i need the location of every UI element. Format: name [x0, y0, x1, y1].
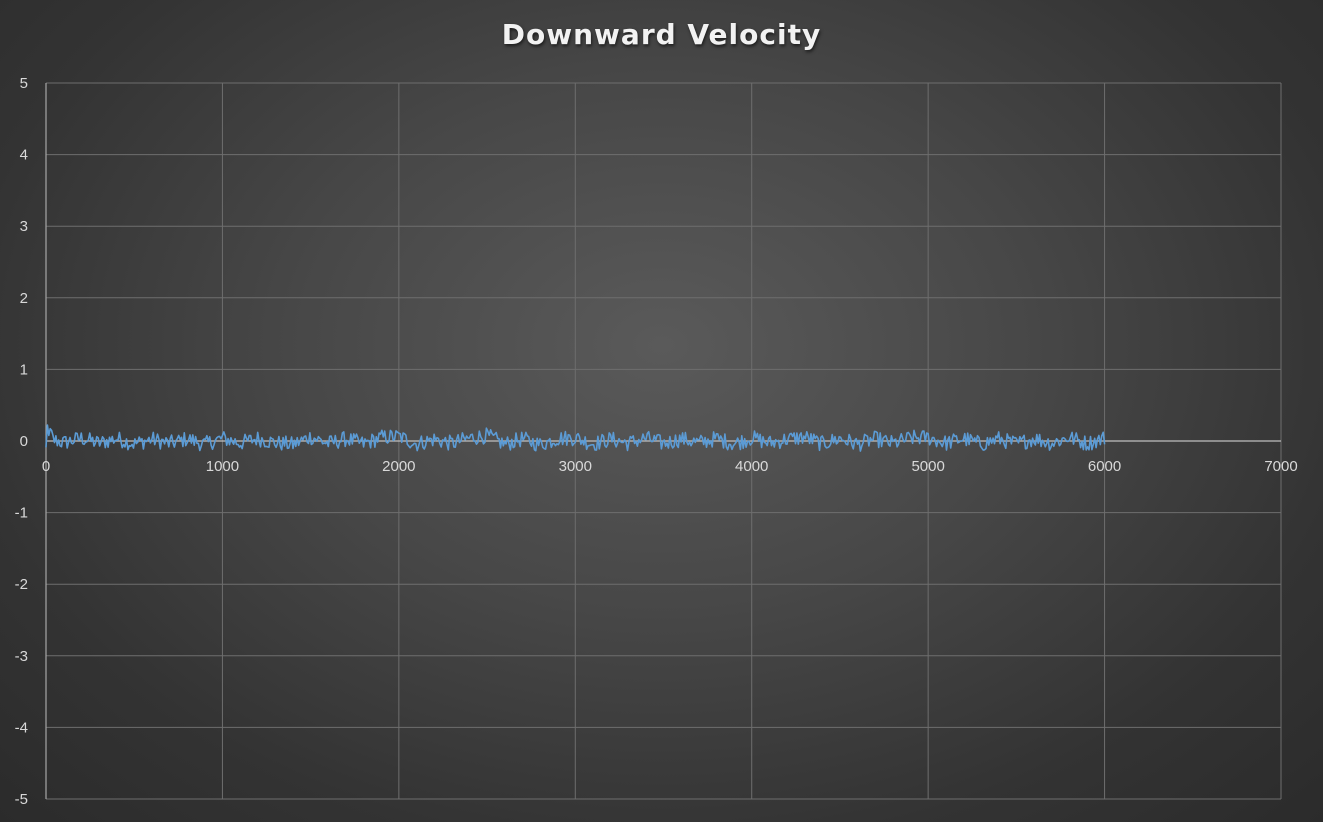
y-tick-label: 4: [20, 147, 28, 164]
x-tick-label: 4000: [735, 458, 768, 475]
chart-title: Downward Velocity: [501, 18, 822, 51]
y-tick-label: 0: [20, 433, 28, 450]
x-tick-label: 7000: [1264, 458, 1297, 475]
y-tick-label: -5: [15, 791, 28, 808]
x-tick-label: 6000: [1088, 458, 1121, 475]
series-line: [45, 424, 1106, 452]
x-tick-label: 5000: [911, 458, 944, 475]
y-tick-label: -1: [15, 505, 28, 522]
y-tick-label: -2: [15, 576, 28, 593]
y-tick-label: 3: [20, 218, 28, 235]
y-tick-label: 5: [20, 75, 28, 92]
y-tick-label: -3: [15, 648, 28, 665]
y-tick-label: 1: [20, 361, 28, 378]
x-tick-label: 2000: [382, 458, 415, 475]
series-layer: [45, 424, 1106, 452]
y-tick-label: -4: [15, 719, 28, 736]
y-tick-label: 2: [20, 290, 28, 307]
x-tick-label: 0: [42, 458, 50, 475]
x-tick-label: 3000: [559, 458, 592, 475]
x-tick-label: 1000: [206, 458, 239, 475]
tick-labels: 5 4 3 2 1 0 -1 -2 -3 -4 -5 0 1000 2000 3000 4000 5000 600…: [15, 75, 1298, 808]
